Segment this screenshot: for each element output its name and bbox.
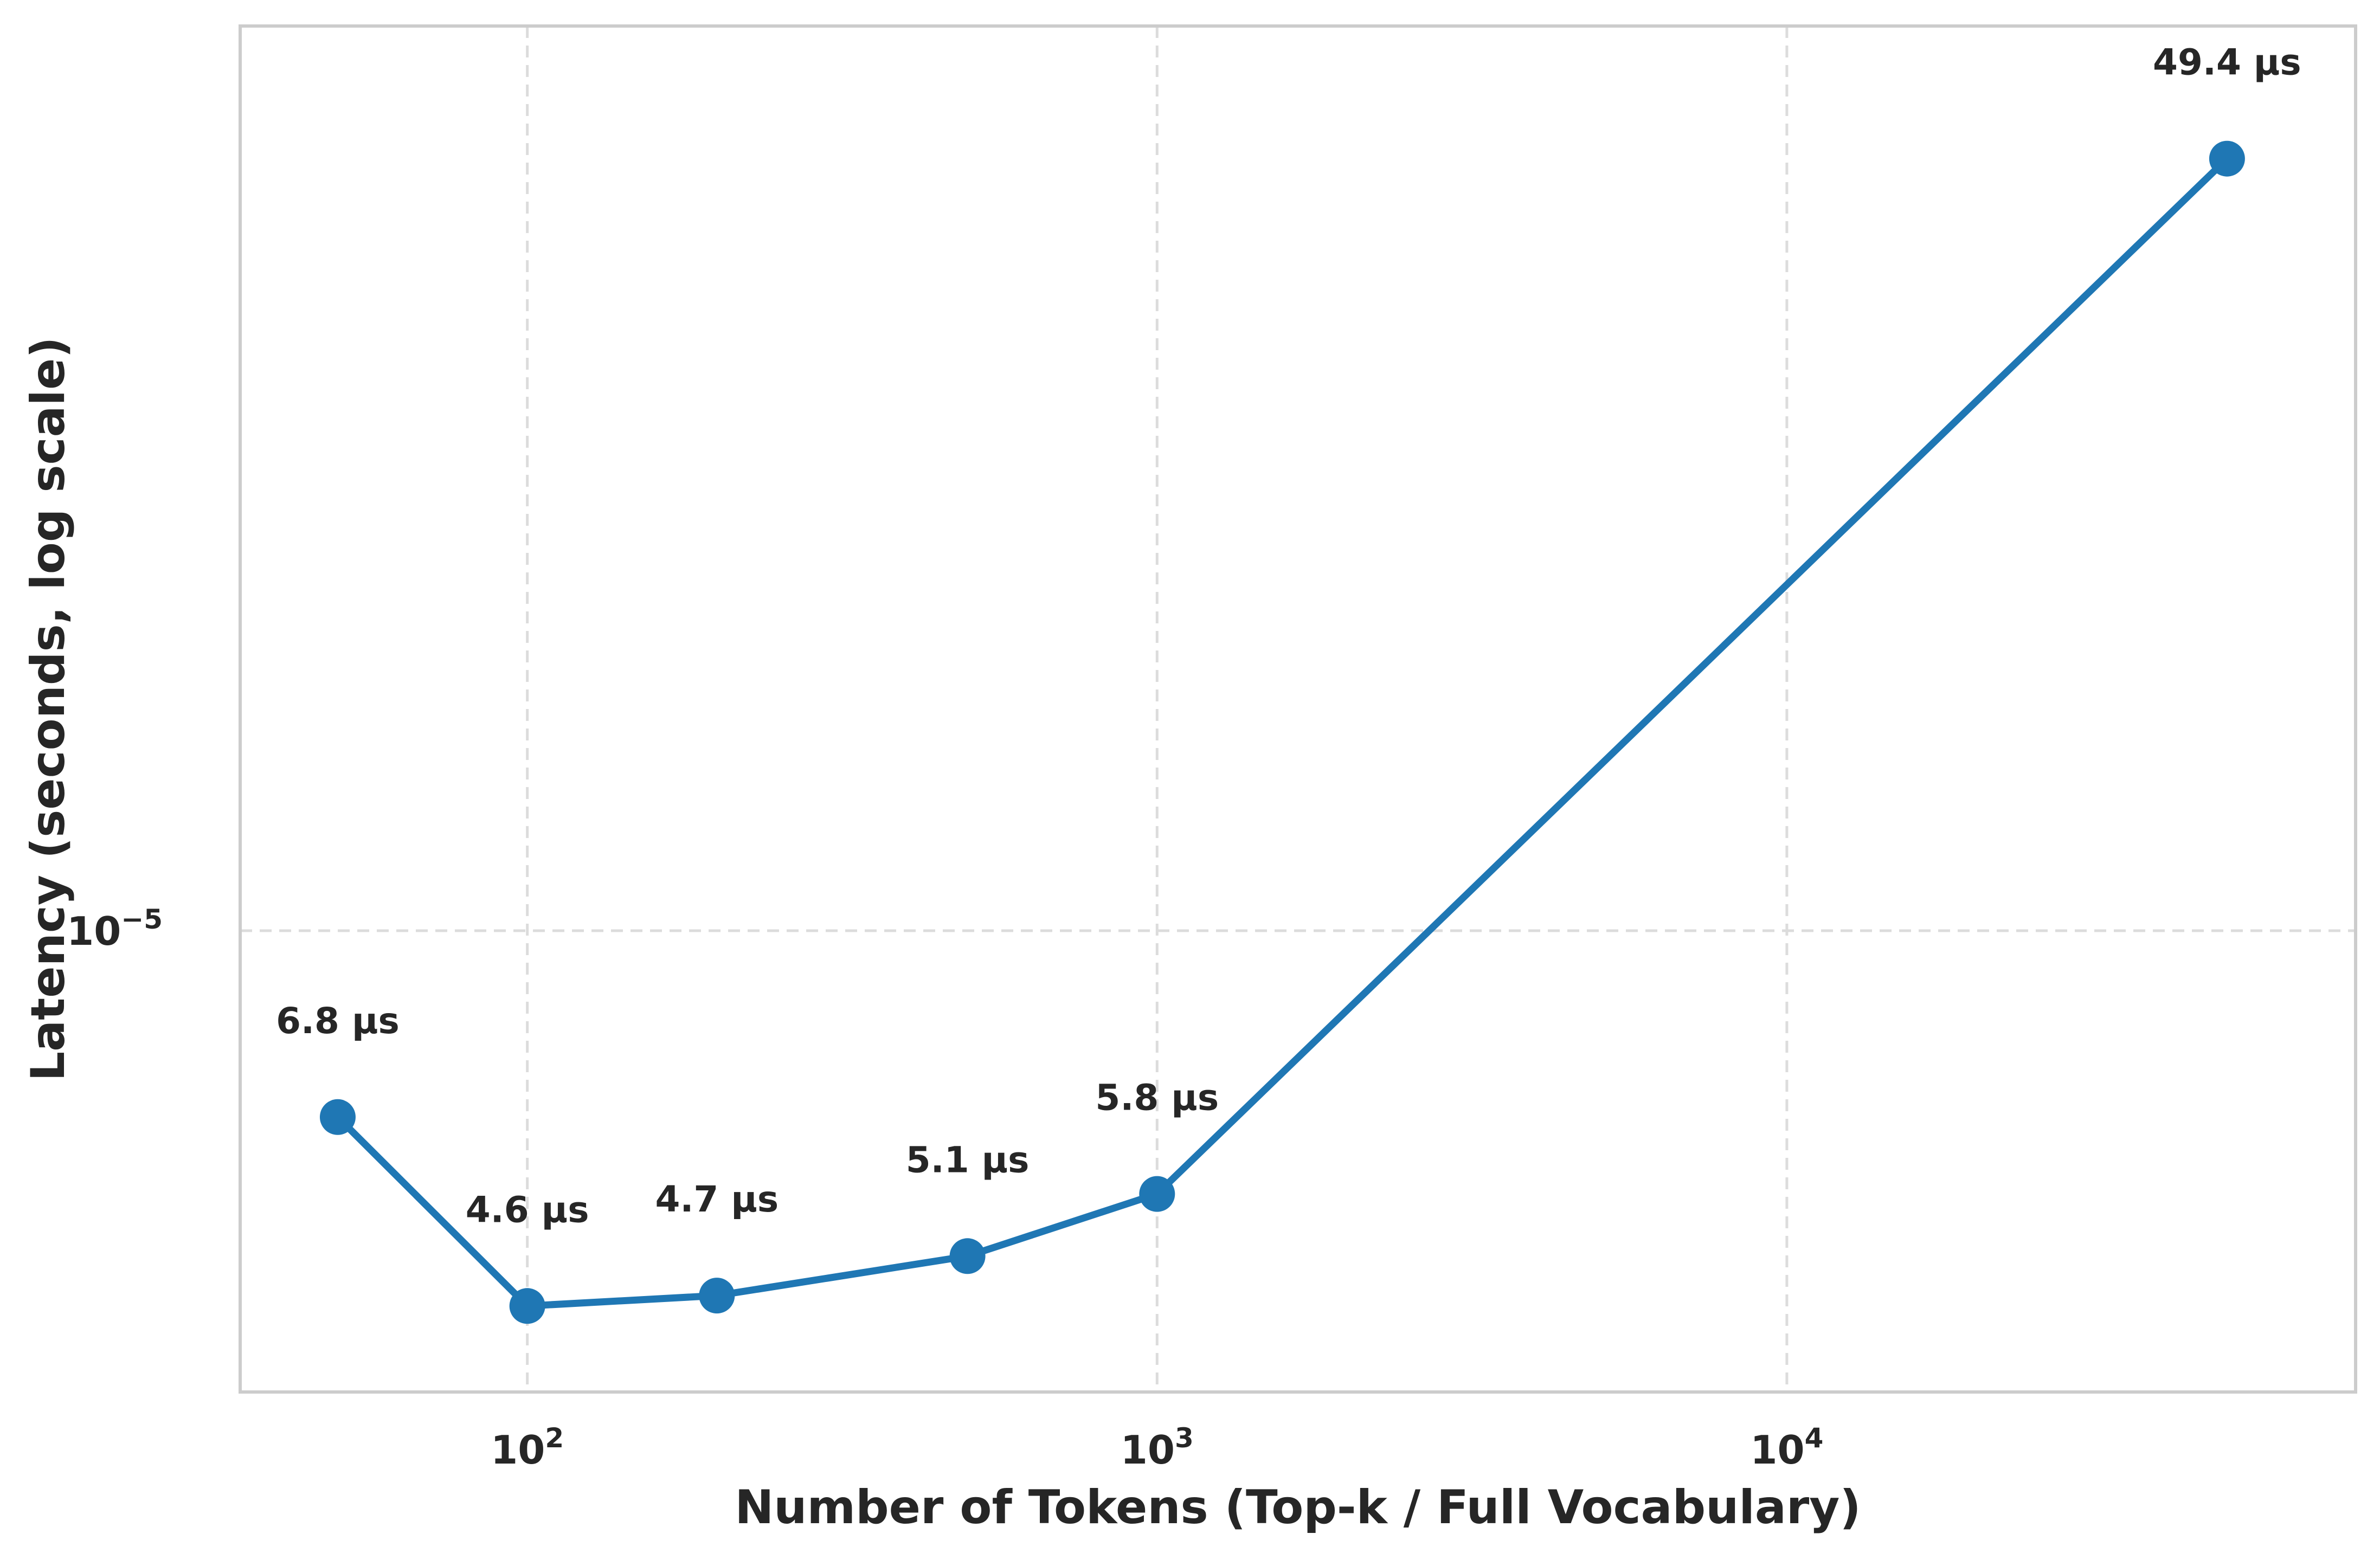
- y-axis-label: Latency (seconds, log scale): [21, 337, 75, 1081]
- tick-labels: 102 103 104 10−5: [67, 904, 1823, 1473]
- data-point: [2209, 140, 2245, 177]
- series-layer: 6.8 µs 4.6 µs 4.7 µs 5.1 µs 5.8 µs 49.4 µs: [276, 42, 2301, 1324]
- data-label: 5.1 µs: [906, 1139, 1030, 1181]
- data-point: [509, 1288, 545, 1324]
- x-tick-label: 102: [491, 1422, 564, 1473]
- data-point: [949, 1238, 986, 1274]
- plot-frame: [239, 24, 2357, 1394]
- grid-lines: [240, 26, 2356, 1392]
- series-line: [334, 155, 2231, 1310]
- data-label: 6.8 µs: [276, 1000, 400, 1042]
- data-label: 4.6 µs: [466, 1189, 589, 1230]
- data-label: 49.4 µs: [2153, 42, 2301, 83]
- data-point: [699, 1278, 735, 1314]
- x-tick-label: 103: [1121, 1422, 1194, 1473]
- data-label: 5.8 µs: [1095, 1077, 1219, 1119]
- y-tick-label: 10−5: [67, 904, 163, 954]
- x-axis-label: Number of Tokens (Top-k / Full Vocabular…: [735, 1480, 1861, 1535]
- data-point: [1139, 1176, 1175, 1212]
- x-tick-label: 104: [1750, 1422, 1823, 1473]
- data-label: 4.7 µs: [655, 1178, 779, 1220]
- data-point: [319, 1099, 356, 1135]
